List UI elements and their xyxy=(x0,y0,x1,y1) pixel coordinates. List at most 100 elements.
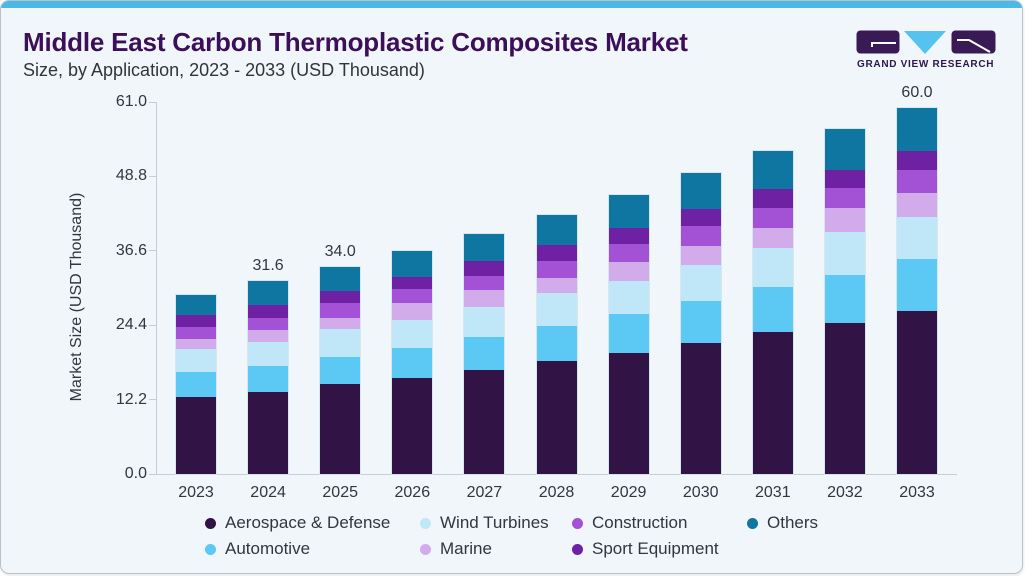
stacked-bar-2029 xyxy=(607,193,650,475)
bar-value-label: 34.0 xyxy=(324,242,356,260)
bar-segment-others xyxy=(320,266,361,292)
chart-title: Middle East Carbon Thermoplastic Composi… xyxy=(23,27,688,57)
bar-segment-construction xyxy=(680,226,721,247)
x-tick-label: 2023 xyxy=(178,484,214,501)
legend-label-others: Others xyxy=(767,513,819,532)
legend-label-automotive: Automotive xyxy=(225,539,311,558)
bar-segment-wind-turbines xyxy=(464,307,505,338)
bar-segment-sport-equipment xyxy=(320,291,361,304)
x-tick-label: 2028 xyxy=(538,484,575,501)
legend-item-wind-turbines: Wind Turbines xyxy=(420,512,549,534)
bar-segment-wind-turbines xyxy=(680,265,721,301)
y-tick-label: 61.0 xyxy=(115,93,147,110)
legend-item-sport-equipment: Sport Equipment xyxy=(572,538,719,560)
stacked-bar-2028 xyxy=(535,214,578,475)
y-tick-label: 12.2 xyxy=(115,390,147,408)
x-tick-label: 2024 xyxy=(250,484,286,501)
legend-dot-construction xyxy=(572,517,583,529)
bar-segment-construction xyxy=(536,261,577,278)
bar-segment-aerospace-defense xyxy=(897,311,937,474)
y-tick xyxy=(149,399,156,401)
y-tick xyxy=(149,250,156,252)
bar-segment-sport-equipment xyxy=(680,208,721,227)
legend-item-automotive: Automotive xyxy=(205,538,310,560)
x-tick-label: 2027 xyxy=(466,484,503,501)
bar-segment-marine xyxy=(752,228,793,248)
bar-segment-aerospace-defense xyxy=(608,352,649,474)
bar-segment-others xyxy=(464,234,505,262)
legend-label-construction: Construction xyxy=(592,513,688,532)
bar-segment-wind-turbines xyxy=(897,216,937,260)
legend-dot-wind-turbines xyxy=(420,517,431,529)
legend-item-marine: Marine xyxy=(420,538,492,560)
gvr-logo-text: GRAND VIEW RESEARCH xyxy=(857,59,995,70)
bar-segment-automotive xyxy=(608,314,649,353)
x-tick-label: 2033 xyxy=(899,484,935,501)
bar-segment-marine xyxy=(680,246,721,266)
bar-segment-aerospace-defense xyxy=(392,378,433,474)
x-axis-line xyxy=(149,474,957,475)
legend-label-aerospace-defense: Aerospace & Defense xyxy=(225,513,391,532)
legend-item-construction: Construction xyxy=(572,512,687,534)
bar-segment-marine xyxy=(608,262,649,282)
y-tick xyxy=(149,101,156,103)
bar-segment-aerospace-defense xyxy=(752,332,793,474)
bar-segment-aerospace-defense xyxy=(176,397,216,474)
bar-segment-sport-equipment xyxy=(248,305,289,318)
bar-segment-others xyxy=(752,150,793,190)
bar-segment-automotive xyxy=(176,371,216,398)
bar-segment-wind-turbines xyxy=(176,348,216,372)
bar-segment-construction xyxy=(824,187,865,209)
stacked-bar-2027 xyxy=(463,233,506,475)
bar-segment-marine xyxy=(897,193,937,217)
bar-segment-marine xyxy=(320,317,361,330)
bar-segment-sport-equipment xyxy=(536,245,577,262)
legend-label-sport-equipment: Sport Equipment xyxy=(592,539,719,558)
bar-segment-wind-turbines xyxy=(392,319,433,348)
x-tick-label: 2026 xyxy=(394,484,431,501)
y-tick-label: 24.4 xyxy=(115,316,147,334)
gvr-logo-mark xyxy=(856,30,996,54)
x-tick-label: 2029 xyxy=(610,484,647,501)
bar-segment-sport-equipment xyxy=(464,261,505,276)
bar-segment-automotive xyxy=(680,300,721,344)
gvr-logo: GRAND VIEW RESEARCH xyxy=(856,30,1001,70)
stacked-bar-2025 xyxy=(319,265,362,475)
bar-segment-sport-equipment xyxy=(608,227,649,245)
bar-segment-automotive xyxy=(824,274,865,324)
stacked-bar-2033 xyxy=(896,107,938,475)
bar-segment-automotive xyxy=(320,357,361,385)
bar-segment-wind-turbines xyxy=(752,247,793,287)
bar-segment-automotive xyxy=(248,366,289,393)
bar-segment-marine xyxy=(248,330,289,342)
legend-item-others: Others xyxy=(747,512,818,534)
bar-segment-automotive xyxy=(897,259,937,312)
legend-item-aerospace-defense: Aerospace & Defense xyxy=(205,512,390,534)
bar-segment-sport-equipment xyxy=(752,189,793,209)
x-tick-label: 2025 xyxy=(322,484,358,501)
bar-segment-others xyxy=(392,251,433,278)
bar-segment-sport-equipment xyxy=(824,169,865,188)
bar-segment-automotive xyxy=(392,347,433,379)
x-tick-label: 2030 xyxy=(682,484,719,501)
bar-segment-marine xyxy=(824,208,865,232)
bar-segment-aerospace-defense xyxy=(320,384,361,474)
y-tick xyxy=(149,175,156,177)
bar-segment-sport-equipment xyxy=(176,314,216,327)
legend-label-marine: Marine xyxy=(440,539,492,558)
bar-segment-others xyxy=(608,194,649,228)
bar-segment-others xyxy=(897,108,937,151)
bar-segment-others xyxy=(536,215,577,246)
bar-segment-marine xyxy=(536,277,577,294)
bar-segment-marine xyxy=(176,339,216,349)
top-accent-bar xyxy=(1,1,1022,8)
y-tick xyxy=(149,473,156,475)
bar-value-label: 60.0 xyxy=(901,84,933,102)
bar-segment-wind-turbines xyxy=(248,341,289,367)
bar-segment-construction xyxy=(897,170,937,194)
bar-segment-others xyxy=(176,294,216,315)
bar-segment-construction xyxy=(752,208,793,229)
bar-segment-sport-equipment xyxy=(392,277,433,289)
bar-segment-wind-turbines xyxy=(536,293,577,327)
